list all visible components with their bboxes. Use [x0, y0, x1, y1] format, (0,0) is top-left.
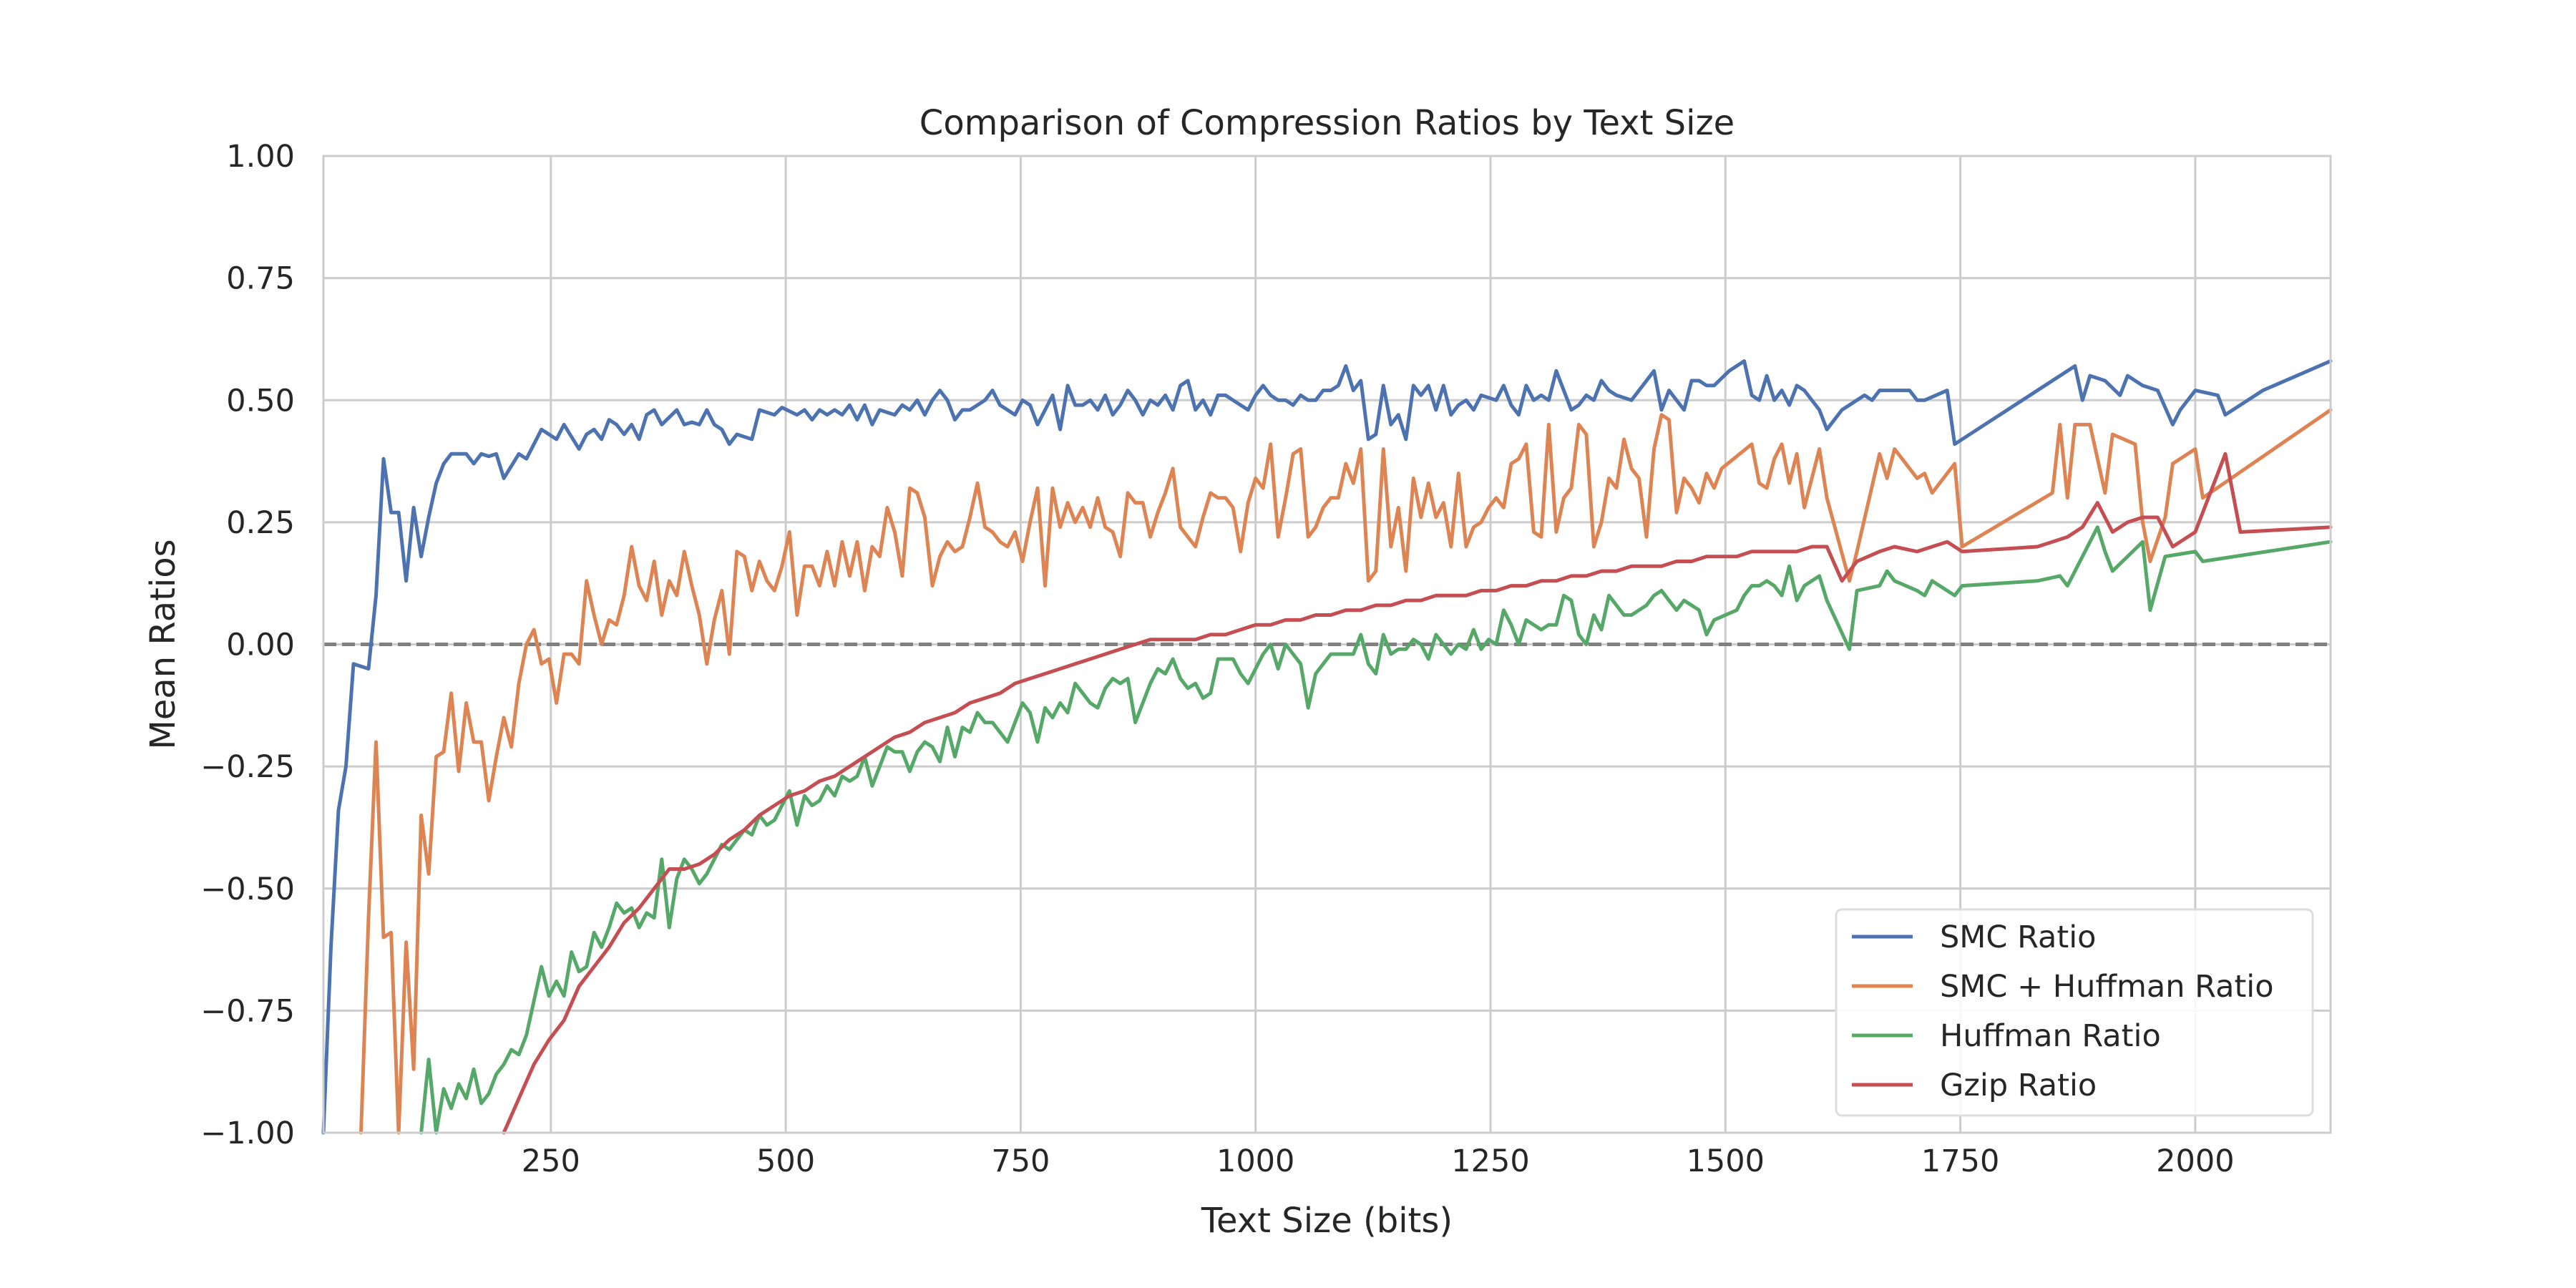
legend-label-3: Gzip Ratio [1940, 1068, 2097, 1103]
legend-box [1835, 908, 2314, 1117]
y-tick-label: 0.25 [226, 505, 295, 541]
series-line-1 [359, 408, 2333, 1135]
y-tick-label: −1.00 [200, 1116, 295, 1151]
y-tick-label: 1.00 [226, 139, 295, 175]
plot-frame [322, 155, 2332, 1134]
y-tick-label: 0.00 [226, 628, 295, 663]
series-line-3 [502, 452, 2333, 1135]
x-tick-label: 1250 [1451, 1143, 1529, 1179]
x-tick-labels: 250 500 750 1000 1250 1500 1750 2000 [522, 1143, 2235, 1179]
x-tick-label: 1750 [1921, 1143, 1999, 1179]
legend: SMC Ratio SMC + Huffman Ratio Huffman Rati… [1835, 908, 2314, 1117]
x-axis-title: Text Size (bits) [1201, 1201, 1453, 1241]
y-axis-title: Mean Ratios [143, 539, 183, 749]
series-group [321, 359, 2333, 1135]
chart-title: Comparison of Compression Ratios by Text… [919, 103, 1735, 143]
x-tick-label: 250 [522, 1143, 580, 1179]
legend-label-0: SMC Ratio [1940, 919, 2097, 955]
x-tick-label: 750 [991, 1143, 1050, 1179]
y-tick-label: 0.75 [226, 261, 295, 297]
legend-label-2: Huffman Ratio [1940, 1018, 2161, 1054]
y-tick-label: −0.75 [200, 993, 295, 1029]
series-line-0 [321, 359, 2333, 1135]
x-tick-label: 2000 [2156, 1143, 2234, 1179]
x-tick-label: 500 [756, 1143, 815, 1179]
x-tick-label: 1500 [1687, 1143, 1765, 1179]
y-tick-label: −0.50 [200, 872, 295, 907]
series-line-2 [419, 525, 2333, 1135]
y-tick-labels: −1.00 −0.75 −0.50 −0.25 0.00 0.25 0.50 0.75 1.00 [200, 139, 295, 1151]
legend-label-1: SMC + Huffman Ratio [1940, 969, 2274, 1005]
y-tick-label: −0.25 [200, 749, 295, 785]
x-tick-label: 1000 [1216, 1143, 1294, 1179]
y-tick-label: 0.50 [226, 383, 295, 419]
